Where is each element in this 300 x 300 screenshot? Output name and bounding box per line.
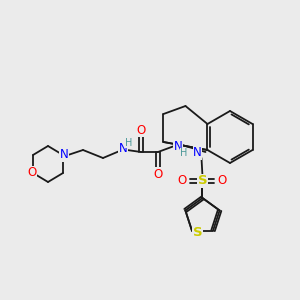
Text: H: H [180, 148, 188, 158]
Text: O: O [136, 124, 146, 136]
Text: N: N [193, 146, 202, 160]
Text: N: N [118, 142, 127, 155]
Text: O: O [153, 167, 163, 181]
Text: O: O [178, 175, 187, 188]
Text: O: O [27, 167, 37, 179]
Text: S: S [193, 226, 203, 239]
Text: S: S [198, 175, 207, 188]
Text: N: N [60, 148, 68, 161]
Text: H: H [125, 138, 133, 148]
Text: N: N [174, 140, 182, 152]
Text: O: O [218, 175, 227, 188]
